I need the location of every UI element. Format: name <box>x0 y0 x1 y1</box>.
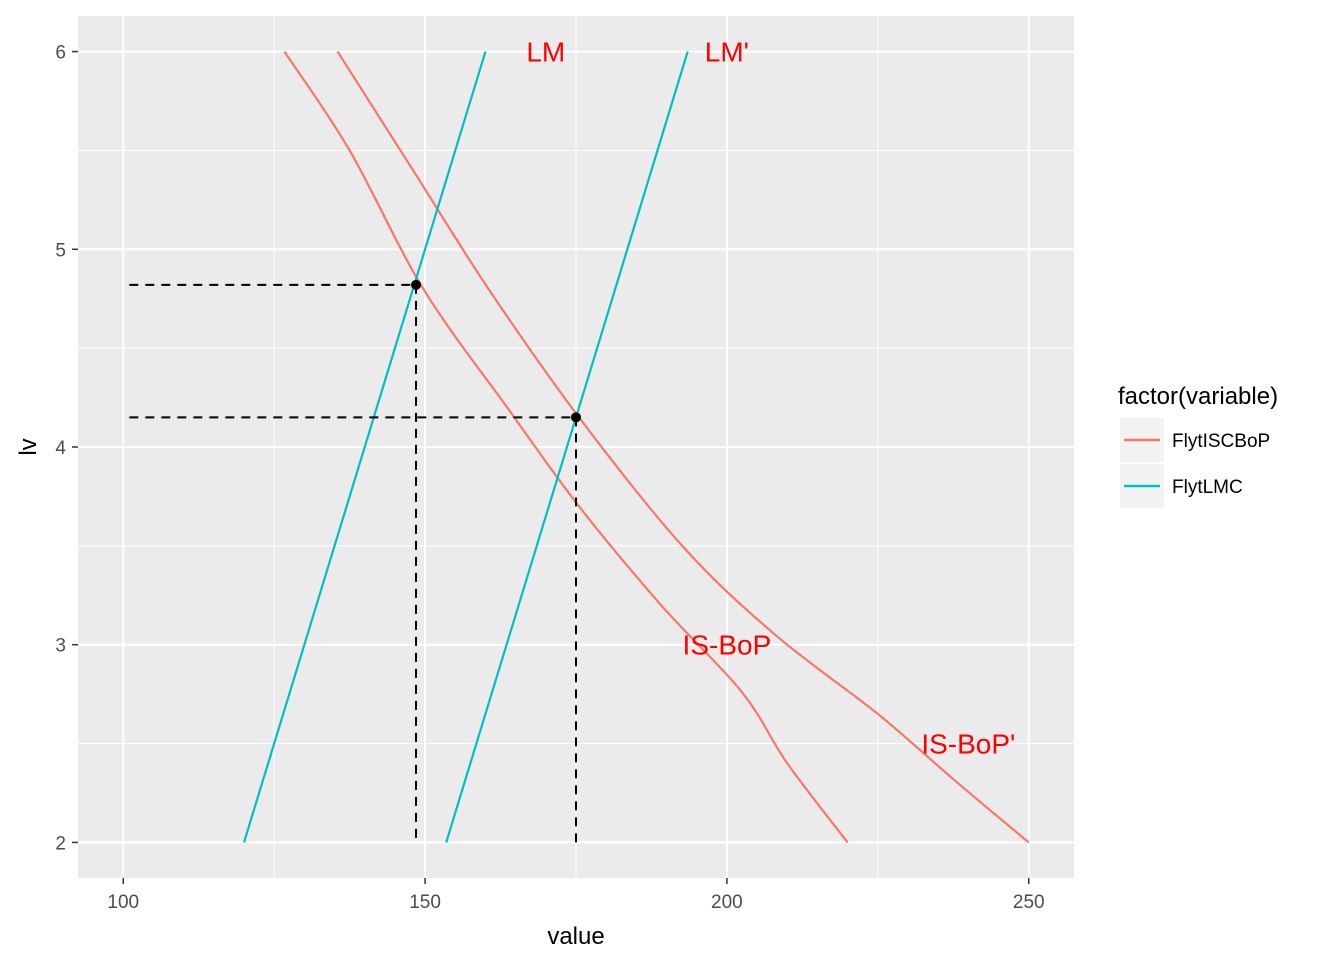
x-axis-title: value <box>547 923 604 950</box>
guide-lines <box>129 283 577 843</box>
y-axis: 2 3 4 5 6 <box>55 43 78 854</box>
x-axis: 100 150 200 250 <box>107 878 1045 913</box>
grid-major <box>78 16 1074 878</box>
curve-label: IS-BoP <box>683 630 772 661</box>
y-tick-label: 5 <box>55 240 66 261</box>
x-tick-label: 100 <box>107 892 139 913</box>
equilibrium-points <box>411 279 581 423</box>
x-tick-label: 150 <box>409 892 441 913</box>
legend-label: FlytISCBoP <box>1172 431 1270 452</box>
annotations: LM LM' IS-BoP IS-BoP' <box>526 37 1015 760</box>
x-tick-label: 250 <box>1013 892 1045 913</box>
series-line <box>283 50 849 844</box>
y-axis-title: lv <box>15 438 42 455</box>
y-tick-label: 3 <box>55 636 66 657</box>
legend-title: factor(variable) <box>1118 383 1278 410</box>
legend-label: FlytLMC <box>1172 477 1243 498</box>
y-tick-label: 4 <box>55 438 66 459</box>
series-line <box>445 51 689 843</box>
series-line <box>242 51 487 843</box>
equilibrium-point <box>411 279 422 290</box>
x-tick-label: 200 <box>711 892 743 913</box>
curve-label: IS-BoP' <box>921 729 1015 760</box>
y-tick-label: 2 <box>55 833 66 854</box>
legend: factor(variable) FlytISCBoP FlytLMC <box>1118 383 1278 508</box>
equilibrium-point <box>571 412 581 423</box>
series-layer <box>242 50 1030 844</box>
curve-label: LM <box>526 37 565 68</box>
series-line <box>336 50 1030 844</box>
curve-label: LM' <box>705 37 749 68</box>
y-tick-label: 6 <box>55 43 66 64</box>
